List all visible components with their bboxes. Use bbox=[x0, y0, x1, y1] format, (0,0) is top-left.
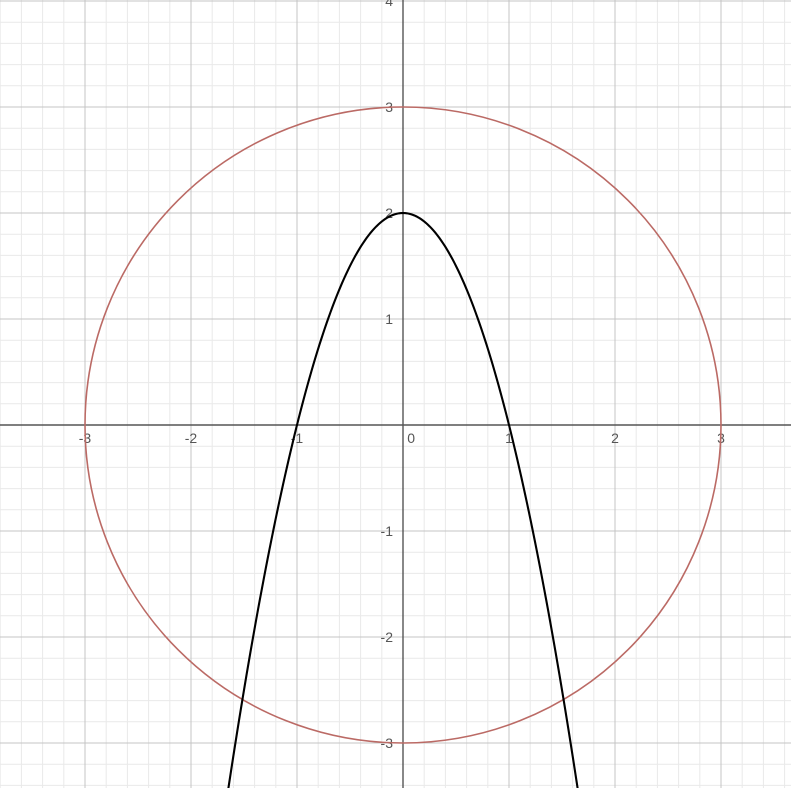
y-tick-label: 1 bbox=[385, 311, 393, 327]
y-tick-label: -2 bbox=[381, 629, 394, 645]
y-tick-label: 4 bbox=[385, 0, 393, 9]
x-tick-label: 0 bbox=[407, 430, 415, 446]
y-tick-label: -1 bbox=[381, 523, 394, 539]
cartesian-plot: -3-2-10123-3-2-11234 bbox=[0, 0, 791, 788]
plot-background bbox=[0, 0, 791, 788]
x-tick-label: 2 bbox=[611, 430, 619, 446]
x-tick-label: -2 bbox=[185, 430, 198, 446]
